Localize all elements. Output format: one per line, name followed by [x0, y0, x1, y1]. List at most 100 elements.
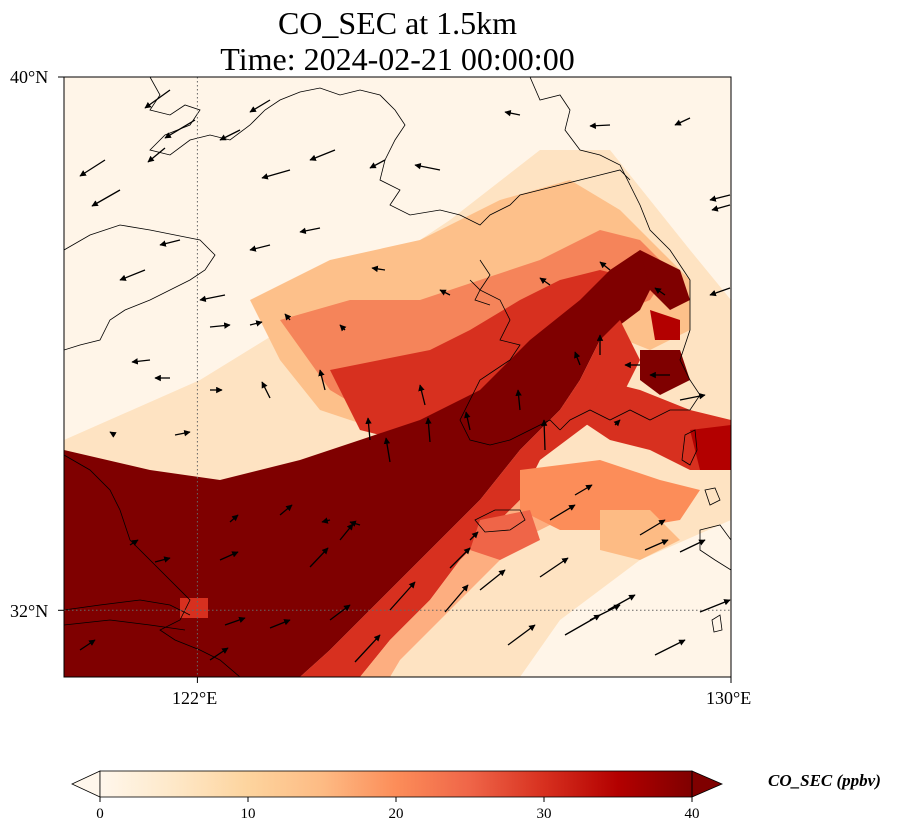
wind-arrow	[131, 358, 151, 365]
wind-arrow	[339, 324, 347, 332]
wind-arrow	[709, 194, 731, 202]
wind-arrow	[449, 547, 471, 569]
wind-arrow	[479, 569, 506, 591]
wind-arrow	[159, 239, 181, 247]
lon-tick-130: 130°E	[706, 688, 752, 708]
colorbar-tick-30: 30	[536, 806, 552, 822]
wind-arrow	[439, 289, 451, 296]
wind-arrow	[164, 119, 196, 139]
wind-arrow	[229, 514, 239, 523]
wind-arrow	[329, 604, 351, 621]
wind-arrow	[79, 639, 96, 651]
wind-arrow	[279, 504, 293, 516]
wind-arrow	[349, 520, 361, 527]
colorbar-extend-min	[71, 770, 101, 798]
wind-arrow	[515, 389, 522, 411]
wind-arrow	[269, 619, 291, 629]
wind-arrow	[613, 419, 621, 427]
wind-vectors	[79, 89, 731, 663]
colorbar-extend-max	[691, 770, 724, 798]
wind-arrow	[219, 129, 241, 141]
wind-arrow	[174, 429, 191, 437]
wind-arrow	[209, 647, 229, 661]
lon-tick-122: 122°E	[172, 688, 218, 708]
colorbar-label: CO_SEC (ppbv)	[768, 771, 881, 790]
colorbar	[71, 770, 724, 802]
wind-arrow	[679, 539, 706, 553]
wind-arrow	[599, 261, 611, 271]
wind-arrow	[639, 519, 666, 536]
map-title-line2: Time: 2024-02-21 00:00:00	[220, 41, 575, 77]
wind-arrow	[79, 159, 106, 177]
colorbar-tick-10: 10	[240, 806, 256, 822]
axis-ticks	[58, 76, 732, 683]
wind-arrow	[249, 244, 271, 252]
wind-arrow	[418, 384, 426, 406]
wind-arrow	[644, 539, 669, 551]
wind-arrow	[144, 89, 171, 109]
wind-arrow	[199, 294, 226, 303]
wind-arrow	[321, 517, 331, 524]
wind-arrow	[589, 604, 621, 621]
wind-arrow	[249, 99, 271, 113]
coastlines	[64, 77, 731, 677]
wind-arrow	[284, 313, 292, 321]
wind-arrow	[574, 351, 581, 366]
wind-arrow	[539, 277, 551, 286]
wind-arrow	[674, 117, 691, 126]
wind-arrow	[549, 504, 576, 521]
colorbar-tick-20: 20	[388, 806, 404, 822]
wind-arrow	[224, 616, 246, 626]
colorbar-tick-40: 40	[684, 806, 700, 822]
wind-arrow	[589, 122, 611, 129]
wind-arrow	[339, 523, 354, 541]
wind-arrow	[365, 417, 372, 441]
colorbar-gradient	[100, 771, 692, 797]
wind-arrow	[711, 204, 731, 212]
wind-arrow	[109, 431, 117, 438]
wind-arrow	[469, 531, 479, 541]
wind-arrow	[504, 109, 521, 117]
wind-arrow	[709, 287, 731, 297]
wind-arrow	[249, 320, 263, 327]
wind-arrow	[309, 149, 336, 161]
wind-arrow	[464, 411, 471, 431]
wind-arrow	[540, 419, 548, 451]
wind-arrow	[129, 539, 139, 546]
wind-arrow	[309, 547, 329, 568]
wind-arrow	[154, 556, 171, 563]
wind-arrow	[261, 381, 271, 399]
wind-arrow	[425, 417, 432, 443]
wind-arrow	[383, 437, 391, 463]
wind-arrow	[444, 584, 469, 613]
wind-arrow	[369, 159, 386, 169]
wind-arrow	[654, 287, 666, 296]
wind-arrow	[354, 634, 381, 663]
wind-arrow	[414, 162, 441, 171]
wind-arrow	[299, 227, 321, 235]
wind-arrow	[119, 269, 146, 281]
wind-arrow	[507, 624, 536, 646]
wind-arrow	[371, 265, 386, 273]
concentration-field	[64, 77, 731, 677]
colorbar-tick-0: 0	[96, 806, 104, 822]
map-title-line1: CO_SEC at 1.5km	[277, 5, 518, 41]
wind-arrow	[574, 484, 593, 496]
wind-arrow	[679, 392, 706, 401]
wind-arrow	[389, 581, 416, 611]
wind-arrow	[607, 594, 636, 611]
wind-arrow	[699, 599, 731, 613]
wind-arrow	[147, 147, 166, 163]
wind-arrow	[219, 551, 239, 561]
wind-arrow	[318, 369, 326, 391]
gridlines	[64, 77, 731, 677]
wind-arrow	[209, 322, 231, 329]
wind-arrow	[539, 557, 569, 578]
lat-tick-32: 32°N	[10, 601, 49, 621]
wind-arrow	[654, 639, 686, 656]
map-frame	[63, 76, 732, 678]
wind-arrow	[91, 189, 121, 207]
lat-tick-40: 40°N	[10, 67, 49, 87]
wind-arrow	[261, 169, 291, 180]
